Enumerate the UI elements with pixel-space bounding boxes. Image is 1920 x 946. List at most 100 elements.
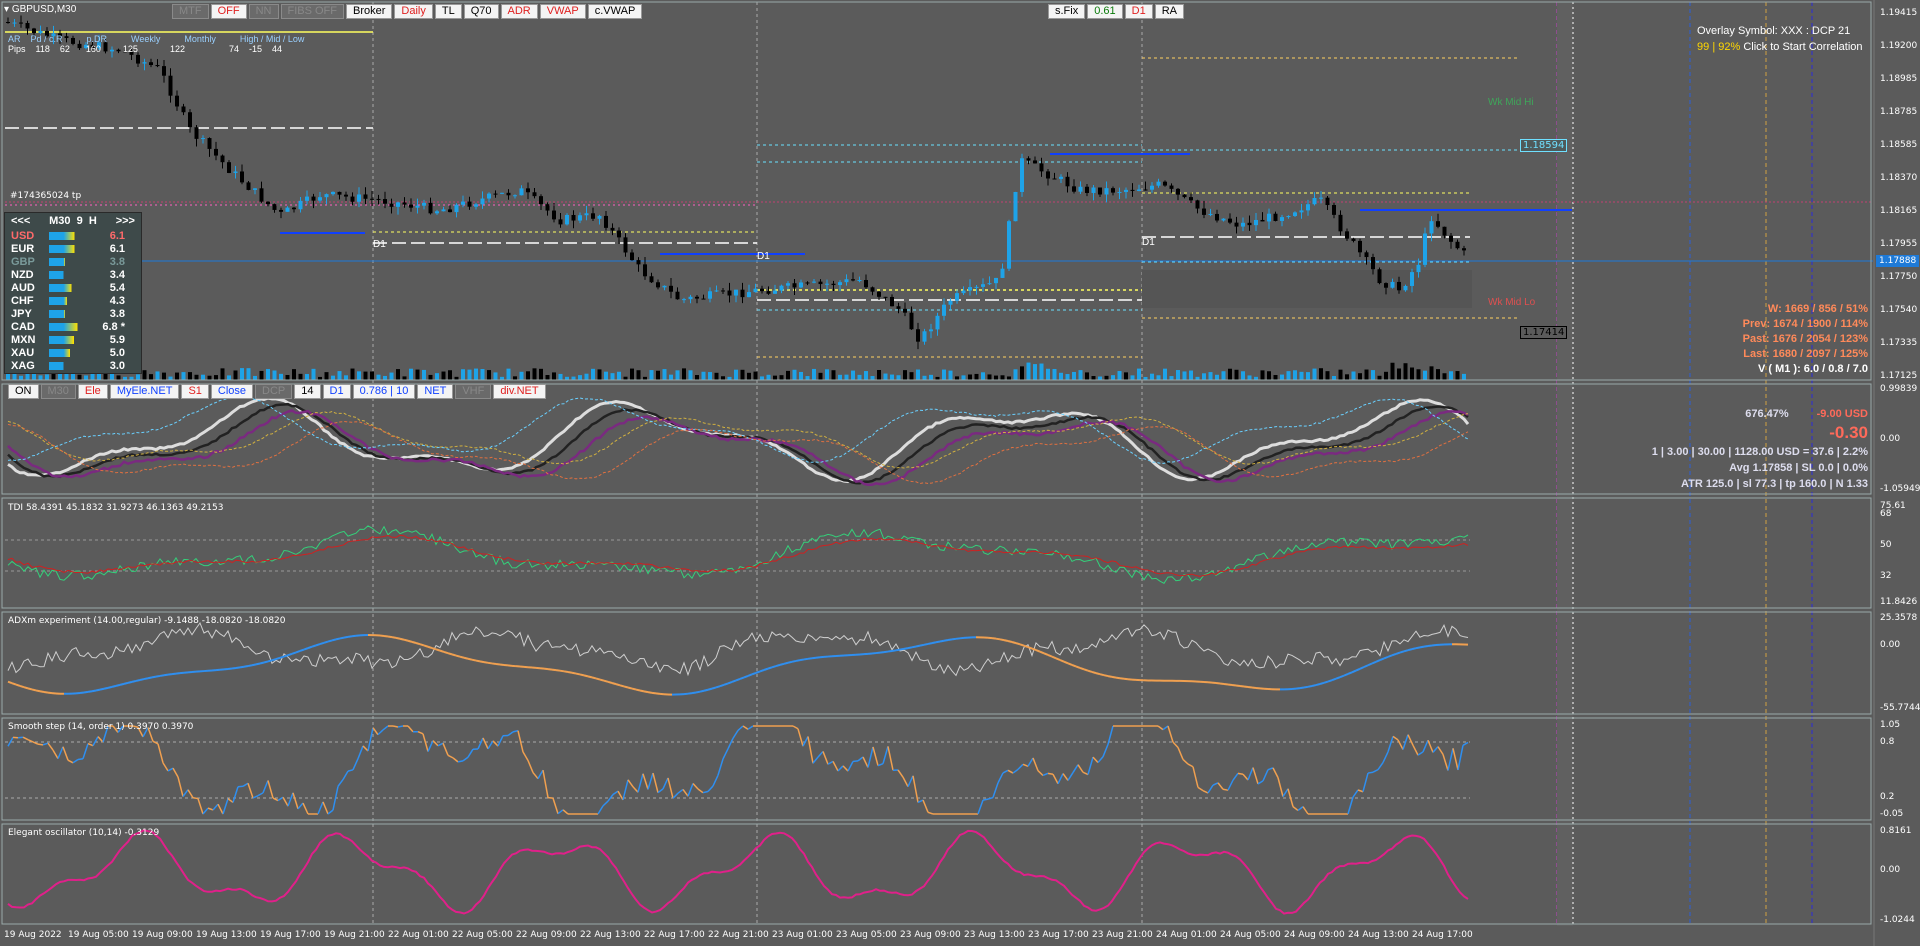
toolbar-button-daily[interactable]: Daily [394, 4, 433, 19]
smooth-segment [287, 792, 294, 807]
sub-axis-label: -0.05 [1880, 809, 1904, 819]
adx-segment [1087, 669, 1093, 673]
smooth-segment [847, 761, 854, 772]
adx-segment [283, 654, 289, 658]
toolbar-button-0-61[interactable]: 0.61 [1087, 4, 1123, 19]
adx-segment [1363, 664, 1369, 668]
volume-bar [1020, 366, 1024, 380]
smooth-segment [442, 742, 449, 756]
toolbar-button-dcp[interactable]: DCP [255, 384, 293, 399]
strength-bars: 9 [76, 215, 83, 227]
toolbar-button-vhf[interactable]: VHF [455, 384, 492, 399]
volume-bar [1137, 368, 1141, 380]
toolbar-button-14[interactable]: 14 [294, 384, 321, 399]
toolbar-button-ra[interactable]: RA [1154, 4, 1184, 19]
toolbar-button-off[interactable]: OFF [210, 4, 247, 19]
sub-axis-label: 0.99839 [1880, 384, 1918, 394]
candle-body [1046, 171, 1050, 179]
smooth-segment [257, 792, 264, 797]
smooth-segment [562, 809, 569, 815]
toolbar-button-on[interactable]: ON [8, 384, 39, 399]
volume-bar [285, 374, 290, 380]
smooth-segment [1357, 789, 1364, 793]
smooth-segment [512, 729, 519, 733]
candle-body [1247, 222, 1252, 226]
volume-bar [727, 376, 732, 380]
smooth-segment [32, 741, 39, 745]
toolbar-button-broker[interactable]: Broker [346, 4, 393, 19]
toolbar-button-ele[interactable]: Ele [77, 384, 108, 399]
candle-body [1052, 178, 1057, 180]
smooth-segment [197, 798, 204, 815]
smooth-segment [867, 746, 874, 768]
toolbar-button-s-fix[interactable]: s.Fix [1048, 4, 1086, 19]
strength-timeframe-label: M30 [49, 215, 71, 227]
adx-segment [1383, 655, 1389, 660]
correlation-link[interactable]: 99 | 92% Click to Start Correlation [1697, 41, 1863, 53]
toolbar-button-fibs-off[interactable]: FIBS OFF [280, 4, 344, 19]
volume-bar [318, 376, 322, 380]
adx-segment [335, 637, 341, 641]
toolbar-button-net[interactable]: NET [417, 384, 454, 399]
volume-bar [714, 372, 719, 380]
toolbar-button-d1[interactable]: D1 [322, 384, 351, 399]
smooth-segment [517, 730, 524, 753]
smooth-segment [1277, 777, 1284, 797]
adx-segment [1323, 680, 1329, 684]
volume-bar [1189, 370, 1193, 380]
toolbar-button-q70[interactable]: Q70 [463, 4, 499, 19]
adr-header-2: Pd / c.R [30, 34, 63, 44]
toolbar-button-tl[interactable]: TL [434, 4, 462, 19]
volume-bar [181, 372, 186, 380]
adx-segment [931, 641, 937, 645]
toolbar-button-div-net[interactable]: div.NET [493, 384, 546, 399]
toolbar-button-c-vwap[interactable]: c.VWAP [587, 4, 643, 19]
volume-bar [701, 371, 706, 380]
smooth-segment [42, 742, 49, 746]
smooth-segment [297, 802, 304, 810]
candle-body [38, 30, 43, 34]
adx-segment [643, 690, 649, 694]
strength-prev-button[interactable]: <<< [11, 215, 31, 227]
candle-body [240, 171, 244, 183]
candle-body [714, 290, 719, 292]
candle-body [1371, 257, 1375, 270]
adx-segment [555, 669, 561, 672]
adx-segment [743, 674, 749, 679]
toolbar-button-s1[interactable]: S1 [181, 384, 209, 399]
adx-segment [1055, 657, 1061, 661]
toolbar-button-m30[interactable]: M30 [40, 384, 76, 399]
candle-body [1215, 213, 1219, 221]
adx-segment [787, 660, 793, 664]
candle-body [1410, 272, 1414, 286]
volume-bar [441, 371, 446, 380]
volume-bar [656, 370, 660, 380]
toolbar-button-adr[interactable]: ADR [500, 4, 538, 19]
volume-bar [1332, 376, 1336, 380]
toolbar-button-myele-net[interactable]: MyEle.NET [109, 384, 180, 399]
volume-bar [513, 376, 517, 380]
candle-body [298, 200, 303, 210]
volume-bar [474, 368, 478, 380]
stats-last: Last: 1680 / 2097 / 125% [1743, 348, 1868, 360]
candle-body [175, 95, 179, 107]
toolbar-button-d1[interactable]: D1 [1124, 4, 1153, 19]
strength-next-button[interactable]: >>> [115, 215, 135, 227]
candle-body [441, 209, 446, 212]
toolbar-button-mtf[interactable]: MTF [172, 4, 209, 19]
candle-body [1156, 181, 1161, 186]
toolbar-button-0-786-10[interactable]: 0.786 | 10 [352, 384, 416, 399]
volume-bar [766, 374, 771, 380]
smooth-segment [492, 740, 499, 747]
adx-segment [1307, 685, 1313, 688]
smooth-segment [427, 740, 434, 752]
volume-bar [1455, 371, 1460, 380]
strength-row-nzd: NZD 3.4 [5, 268, 141, 281]
strength-currency: JPY [11, 307, 32, 320]
toolbar-button-close[interactable]: Close [210, 384, 254, 399]
volume-bar [1306, 372, 1310, 380]
toolbar-button-vwap[interactable]: VWAP [539, 4, 586, 19]
strength-value: 3.0 [109, 359, 125, 372]
toolbar-button-nn[interactable]: NN [248, 4, 279, 19]
